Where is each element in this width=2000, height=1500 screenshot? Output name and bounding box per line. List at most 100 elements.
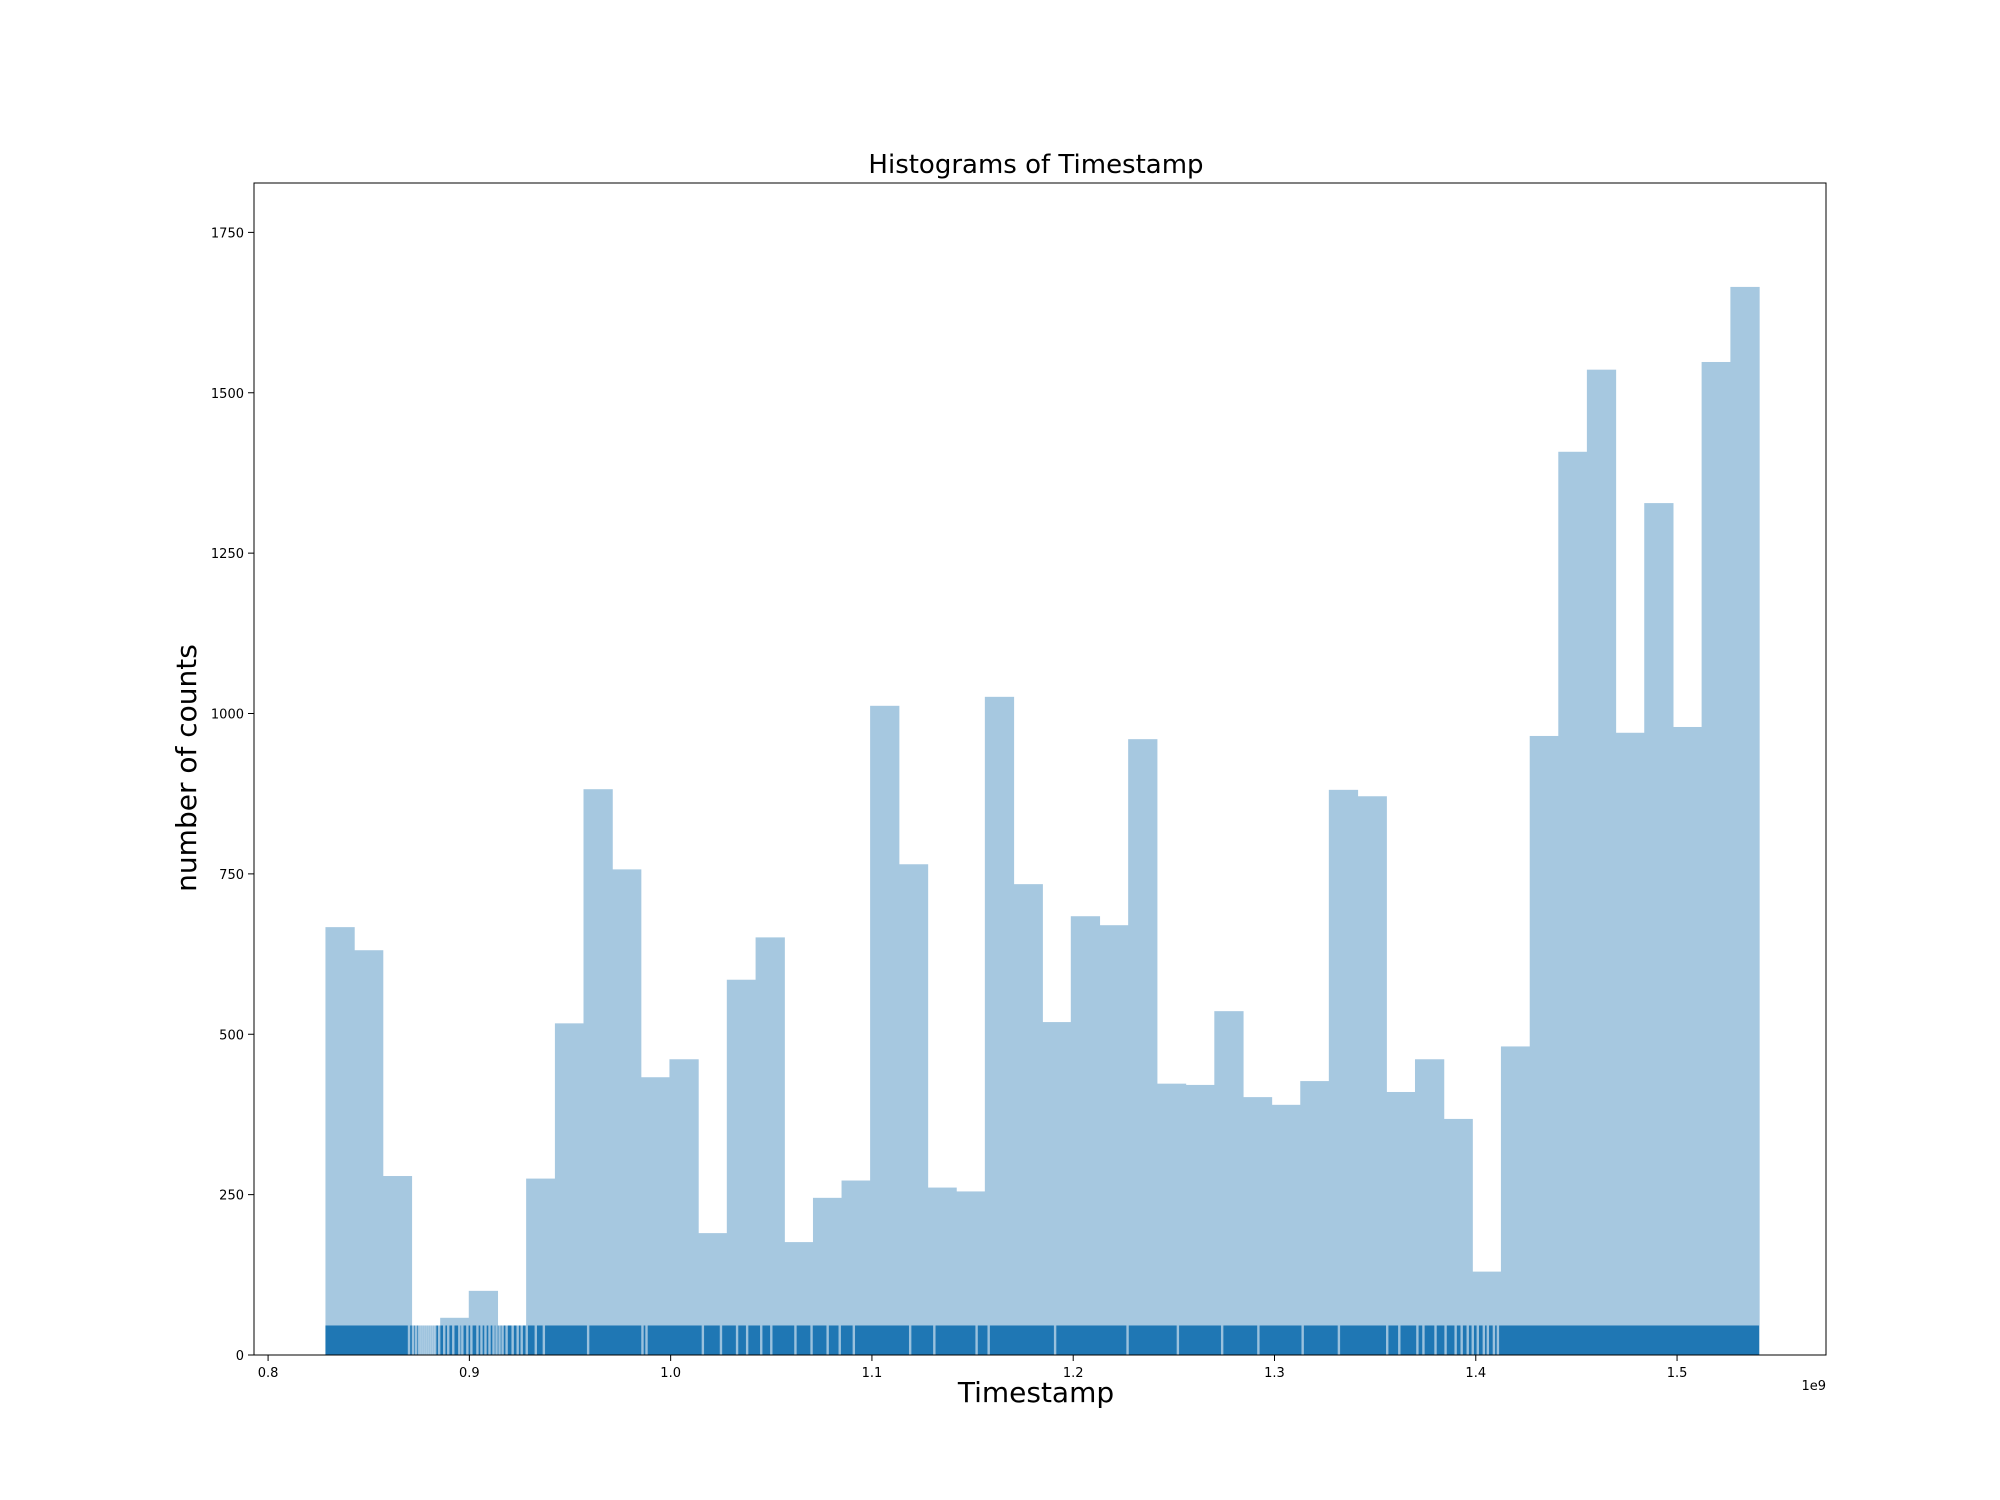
histogram-bar <box>726 979 757 1355</box>
histogram-bar <box>1644 503 1674 1356</box>
histogram-bar <box>1013 884 1043 1355</box>
histogram-bar <box>669 1059 699 1355</box>
rug-gap <box>431 1325 435 1355</box>
histogram-bar <box>583 789 613 1355</box>
histogram-bar <box>1271 1104 1301 1355</box>
histogram-bar <box>1328 789 1359 1355</box>
rug-gap <box>987 1325 990 1355</box>
rug-gap <box>826 1325 829 1355</box>
rug-gap <box>447 1325 450 1355</box>
rug-gap <box>520 1325 523 1355</box>
rug-gap <box>1257 1325 1260 1355</box>
x-tick-label: 1.5 <box>1667 1366 1688 1381</box>
x-tick-label: 1.4 <box>1465 1366 1486 1381</box>
rug-gap <box>1471 1325 1474 1355</box>
rug-gap <box>427 1325 431 1355</box>
rug-gap <box>975 1325 978 1355</box>
rug-gap <box>641 1325 644 1355</box>
histogram-bars <box>325 286 1760 1356</box>
x-tick-label: 1.3 <box>1264 1366 1285 1381</box>
histogram-bar <box>898 864 929 1355</box>
rug-gap <box>411 1325 415 1355</box>
rug-gap <box>495 1325 498 1355</box>
histogram-bar <box>640 1077 671 1355</box>
histogram-bar <box>984 696 1015 1355</box>
histogram-bar <box>870 705 900 1355</box>
rug-gap <box>794 1325 797 1355</box>
histogram-bar <box>1586 369 1617 1355</box>
rug-gap <box>1444 1325 1447 1355</box>
rug-gap <box>505 1325 508 1355</box>
histogram-bar <box>1529 735 1559 1355</box>
rug-gap <box>423 1325 427 1355</box>
rug-gap <box>1482 1325 1486 1355</box>
histogram-bar <box>354 950 384 1355</box>
rug-gap <box>1220 1325 1224 1355</box>
rug-gap <box>534 1325 537 1355</box>
rug-gap <box>1466 1325 1469 1355</box>
rug-gap <box>470 1325 473 1355</box>
rug-gap <box>419 1325 423 1355</box>
x-tick-label: 1.1 <box>862 1366 883 1381</box>
rug-gap <box>701 1325 705 1355</box>
plot-area-frame <box>253 182 1827 1356</box>
histogram-bar <box>1500 1046 1531 1355</box>
rug-gap <box>421 1325 425 1355</box>
x-axis-offset-label: 1e9 <box>1801 1379 1826 1394</box>
rug-gap <box>1398 1325 1401 1355</box>
rug-gap <box>760 1325 763 1355</box>
histogram-bar <box>1185 1084 1215 1355</box>
histogram-bar <box>1414 1059 1445 1355</box>
rug-gap <box>1454 1325 1457 1355</box>
y-tick-label: 250 <box>219 1189 244 1204</box>
rug-gap <box>501 1325 504 1355</box>
histogram-bar <box>755 937 785 1355</box>
rug-gap <box>735 1325 739 1355</box>
rug-gap <box>1460 1325 1463 1355</box>
histogram-bar <box>1357 796 1387 1355</box>
rug-gap <box>429 1325 433 1355</box>
rug-gap <box>484 1325 487 1355</box>
rug-gap <box>466 1325 469 1355</box>
histogram-bar <box>1042 1022 1072 1355</box>
x-tick-label: 1.0 <box>660 1366 681 1381</box>
y-axis-ticks: 0 250 500 750 1000 1250 1500 1750 <box>211 226 254 1364</box>
rug-gap <box>852 1325 856 1355</box>
rug-gap <box>645 1325 648 1355</box>
chart-title: Histograms of Timestamp <box>868 150 1203 180</box>
rug-gap <box>1416 1325 1419 1355</box>
histogram-bar <box>1615 732 1645 1355</box>
rug-gap <box>433 1325 437 1355</box>
rug-gap <box>908 1325 912 1355</box>
y-tick-label: 1750 <box>211 226 244 241</box>
rug-gap <box>586 1325 590 1355</box>
rug-gap <box>417 1325 421 1355</box>
histogram-bar <box>1099 925 1129 1355</box>
rug-plot <box>325 1325 1760 1355</box>
rug-gap <box>1434 1325 1437 1355</box>
rug-gap <box>452 1325 455 1355</box>
rug-gap <box>745 1325 749 1355</box>
rug-gap <box>511 1325 514 1355</box>
y-axis-title: number of counts <box>170 644 203 892</box>
rug-gap <box>476 1325 479 1355</box>
rug-gap <box>1386 1325 1389 1355</box>
x-tick-label: 0.9 <box>459 1366 480 1381</box>
histogram-bar <box>612 869 642 1355</box>
histogram-bar <box>1730 286 1760 1355</box>
rug-gap <box>1176 1325 1180 1355</box>
histogram-bar <box>1701 361 1731 1356</box>
rug-gap <box>810 1325 813 1355</box>
y-tick-label: 1000 <box>211 708 244 723</box>
histogram-bar <box>1156 1083 1187 1355</box>
histogram-bar <box>1242 1097 1273 1355</box>
rug-gap <box>770 1325 773 1355</box>
rug-gap <box>838 1325 841 1355</box>
histogram-bar <box>1558 451 1588 1355</box>
x-axis-ticks: 0.8 0.9 1.0 1.1 1.2 1.3 1.4 1.5 <box>258 1355 1688 1381</box>
histogram-bar <box>1386 1091 1416 1355</box>
histogram-bar <box>1128 739 1158 1355</box>
rug-gap <box>1126 1325 1129 1355</box>
y-tick-label: 500 <box>219 1028 244 1043</box>
